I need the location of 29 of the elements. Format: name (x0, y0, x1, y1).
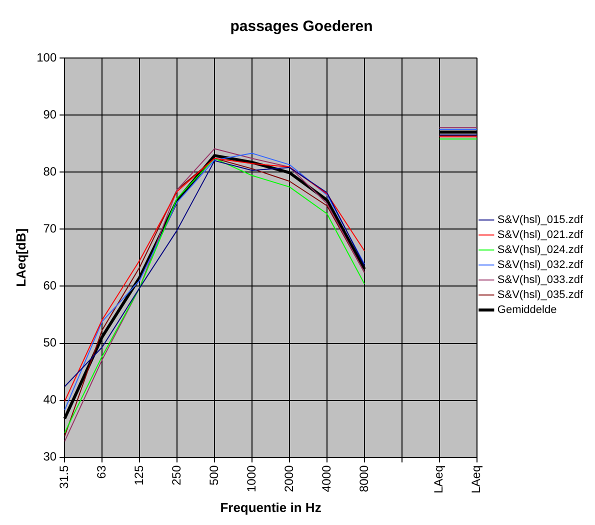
y-tick-label: 40 (43, 392, 57, 407)
chart-title: passages Goederen (230, 18, 373, 36)
x-tick-label: 125 (132, 465, 146, 486)
x-tick-label: 63 (94, 465, 108, 479)
x-tick-label: 1000 (244, 465, 258, 492)
x-tick-label: 2000 (282, 465, 296, 492)
x-tick-label: 4000 (319, 465, 334, 492)
legend-label: S&V(hsl)_033.zdf (497, 274, 584, 286)
x-tick-label: 8000 (356, 465, 371, 492)
x-tick-label: 31.5 (56, 465, 71, 489)
legend-label: S&V(hsl)_032.zdf (497, 259, 584, 272)
legend-label: S&V(hsl)_021.zdf (497, 229, 584, 242)
legend-label: S&V(hsl)_024.zdf (497, 244, 584, 256)
x-tick-label: LAeq (469, 465, 484, 494)
legend-label: Gemiddelde (497, 304, 557, 316)
y-tick-label: 80 (43, 164, 57, 178)
y-tick-label: 100 (36, 50, 57, 64)
x-axis-title: Frequentie in Hz (220, 500, 322, 515)
y-tick-label: 30 (43, 450, 57, 464)
y-tick-label: 90 (43, 107, 57, 122)
y-tick-label: 70 (43, 221, 57, 236)
y-tick-label: 60 (43, 278, 57, 293)
y-axis-title: LAeq[dB] (13, 228, 28, 287)
x-tick-label: 500 (206, 465, 221, 486)
legend-label: S&V(hsl)_015.zdf (497, 214, 584, 226)
y-tick-label: 50 (43, 336, 57, 350)
legend-label: S&V(hsl)_035.zdf (497, 289, 584, 302)
x-tick-label: LAeq (432, 465, 446, 494)
x-tick-label: 250 (169, 465, 184, 486)
